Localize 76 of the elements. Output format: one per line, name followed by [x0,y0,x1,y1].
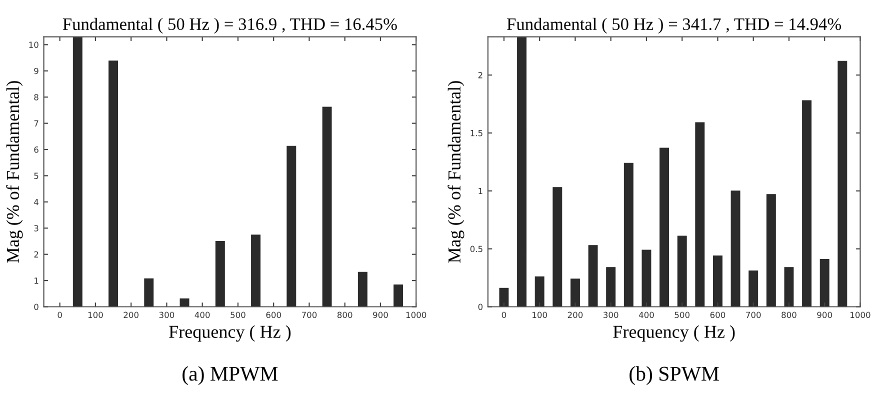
bar [215,240,225,307]
x-tick-label: 600 [266,312,281,318]
bar [517,36,527,307]
x-tick-label: 800 [782,312,796,318]
chart-title: Fundamental ( 50 Hz ) = 341.7 , THD = 14.94% [507,18,842,34]
x-tick-label: 0 [502,312,506,318]
x-tick-label: 400 [194,312,210,318]
y-axis-title: Mag (% of Fundamental) [6,81,23,263]
y-tick-label: 0.5 [470,246,482,252]
x-tick-label: 900 [373,312,388,318]
y-tick-label: 0 [34,304,38,310]
bar [838,60,848,307]
y-tick-label: 7 [34,120,38,126]
chart-title: Fundamental ( 50 Hz ) = 316.9 , THD = 16.45% [62,18,397,34]
y-tick-label: 1.5 [470,130,482,136]
x-tick-label: 800 [337,312,352,318]
bar [358,272,368,307]
y-tick-label: 1 [478,188,482,194]
x-tick-label: 500 [230,312,246,318]
bar [394,284,404,307]
x-tick-label: 100 [532,312,547,318]
y-tick-label: 6 [34,146,38,153]
bar [144,278,154,307]
x-tick-label: 300 [159,312,174,318]
x-tick-label: 900 [817,312,832,318]
bar [534,276,544,307]
bar [660,148,670,307]
bar [108,60,118,307]
bar [72,36,82,307]
x-tick-label: 500 [674,312,690,318]
y-tick-label: 2 [34,251,38,258]
y-axis-title: Mag (% of Fundamental) [448,81,464,263]
y-tick-label: 5 [34,172,38,179]
bar [802,100,812,307]
bar [588,245,598,307]
y-tick-label: 2 [478,72,482,78]
bar [286,146,296,307]
y-tick-label: 8 [34,94,38,100]
y-tick-label: 1 [34,278,38,284]
bar [570,278,580,307]
bar [606,267,616,307]
bar [499,288,509,307]
y-tick-label: 4 [34,199,38,206]
bar [552,187,562,307]
x-tick-label: 1000 [406,312,426,318]
x-tick-label: 700 [302,312,317,318]
text: (a) MPWM [182,366,278,386]
bar [642,250,652,307]
x-axis-title: Frequency ( Hz ) [169,325,291,342]
bar [695,122,705,307]
x-tick-label: 400 [638,312,654,318]
x-tick-label: 100 [88,312,103,318]
bar [784,267,794,307]
x-tick-label: 200 [124,312,138,318]
text: (b) SPWM [630,366,719,386]
bar [712,255,722,307]
bar [180,298,190,307]
x-tick-label: 200 [568,312,583,318]
bar [677,236,687,307]
x-tick-label: 600 [710,312,726,318]
bar [624,162,634,307]
bar [730,190,740,307]
bar [748,270,758,307]
y-tick-label: 9 [34,68,38,74]
y-tick-label: 10 [29,42,38,48]
y-tick-label: 3 [34,225,38,232]
bar [251,234,261,307]
bar [322,106,332,307]
x-axis-title: Frequency ( Hz ) [613,325,735,342]
bar [820,258,830,307]
y-tick-label: 0 [478,304,483,310]
x-tick-label: 300 [604,312,618,318]
bar [766,194,776,307]
x-tick-label: 700 [746,312,761,318]
x-tick-label: 1000 [850,312,870,318]
x-tick-label: 0 [58,312,62,318]
